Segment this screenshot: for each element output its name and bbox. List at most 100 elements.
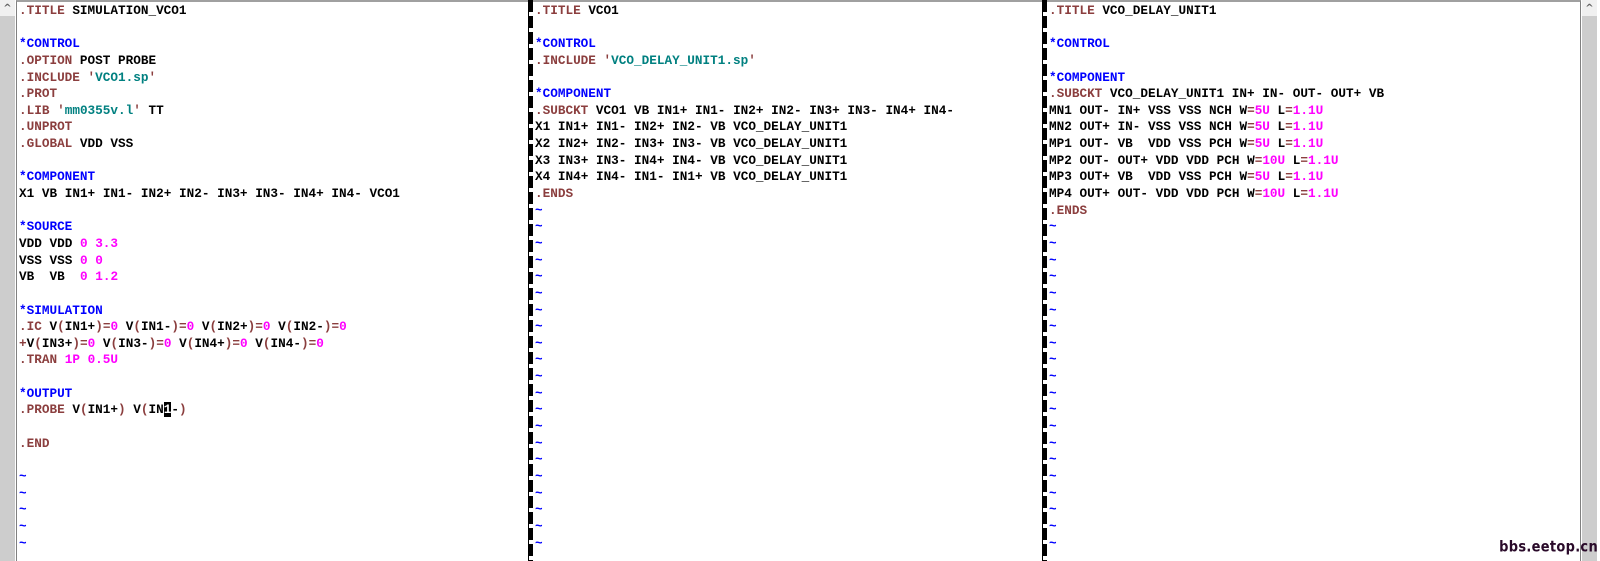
code-token: IN2-	[771, 102, 802, 118]
empty-line-marker: ~	[535, 535, 543, 551]
empty-line-marker: ~	[1049, 419, 1057, 435]
code-token: OUT-	[1079, 136, 1110, 152]
code-token: (	[140, 402, 149, 418]
code-token	[626, 153, 634, 168]
code-token	[194, 319, 202, 334]
code-token: 1.1U	[1308, 186, 1339, 202]
code-token: )	[148, 335, 157, 351]
code-token: =	[1247, 169, 1255, 185]
code-line	[1047, 20, 1580, 37]
code-token	[72, 53, 80, 68]
code-token	[34, 186, 42, 201]
chevron-up-icon[interactable]: ^	[0, 0, 15, 16]
empty-line-marker: ~	[1049, 302, 1057, 318]
empty-line-marker: ~	[535, 235, 543, 251]
code-token: PCH	[1216, 152, 1240, 168]
code-token: =	[255, 319, 263, 335]
code-token	[725, 169, 733, 184]
code-token	[95, 336, 103, 351]
code-token: VSS	[1148, 102, 1171, 118]
code-token: X4	[535, 169, 551, 185]
code-token: (	[34, 335, 42, 351]
code-token	[725, 119, 733, 134]
code-token	[1209, 186, 1217, 201]
empty-line-marker: ~	[19, 502, 27, 518]
code-line	[17, 369, 528, 386]
code-token: (	[186, 335, 195, 351]
code-token: '	[748, 52, 756, 68]
empty-line-marker: ~	[535, 352, 543, 368]
code-token: IN2-	[595, 136, 627, 152]
code-token: IN4-	[595, 169, 627, 185]
code-token	[72, 269, 80, 284]
code-token: *SOURCE	[19, 219, 73, 235]
code-token: IN4-	[331, 186, 362, 202]
code-token: 5U	[1254, 119, 1270, 135]
code-token	[1171, 119, 1179, 134]
code-token: IN1+	[656, 102, 688, 118]
code-token	[1102, 86, 1110, 101]
code-token: .IC	[19, 319, 42, 335]
code-token: .PROT	[19, 86, 58, 102]
code-token: IN3-	[847, 102, 878, 118]
code-token	[57, 186, 65, 201]
code-token: IN2+	[217, 319, 248, 335]
code-token: 1P	[64, 352, 80, 368]
editor-pane-middle[interactable]: .TITLE VCO1 *CONTROL .INCLUDE 'VCO_DELAY_U…	[533, 0, 1043, 561]
code-token: VDD	[1186, 186, 1209, 202]
code-token: 0	[95, 252, 103, 268]
empty-line-marker: ~	[1049, 468, 1057, 484]
code-token	[588, 103, 596, 118]
vertical-split-divider[interactable]	[1042, 0, 1047, 561]
code-token	[725, 103, 733, 118]
code-token: IN3-	[255, 186, 286, 202]
code-line: MP3 OUT+ VB VDD VSS PCH W=5U L=1.1U	[1047, 169, 1580, 186]
code-token: IN4+	[634, 152, 665, 168]
left-scrollbar[interactable]: ^	[0, 0, 15, 561]
code-token: VCO_DELAY_UNIT1	[1109, 86, 1225, 102]
code-token: =	[331, 319, 340, 335]
code-token	[550, 153, 558, 168]
empty-line-marker: ~	[535, 468, 543, 484]
empty-line-marker: ~	[1049, 335, 1057, 351]
empty-line-marker: ~	[535, 502, 543, 518]
empty-line-marker: ~	[535, 319, 543, 335]
code-token: IN4+	[293, 186, 324, 202]
code-token	[118, 319, 126, 334]
empty-line-marker: ~	[535, 435, 543, 451]
code-token: VDD	[1148, 136, 1171, 152]
code-token: .ENDS	[1049, 202, 1088, 218]
code-token: (	[285, 319, 294, 335]
code-line: *CONTROL	[1047, 36, 1580, 53]
code-token: V	[125, 319, 134, 335]
code-token: '	[603, 52, 612, 68]
code-token	[588, 119, 596, 134]
code-token: X3	[535, 152, 551, 168]
code-line: .SUBCKT VCO_DELAY_UNIT1 IN+ IN- OUT- OUT…	[1047, 86, 1580, 103]
code-token: 1.1U	[1292, 119, 1324, 135]
code-token: OUT-	[1292, 86, 1324, 102]
code-token: .SUBCKT	[1049, 86, 1103, 102]
code-line: .SUBCKT VCO1 VB IN1+ IN1- IN2+ IN2- IN3+…	[533, 103, 1043, 120]
code-token: IN-	[1262, 86, 1286, 102]
vertical-split-divider[interactable]	[528, 0, 533, 561]
code-token	[725, 136, 733, 151]
code-token: .TITLE	[535, 3, 581, 18]
code-line: *COMPONENT	[1047, 70, 1580, 87]
empty-line-marker: ~	[1049, 219, 1057, 235]
code-token: VB	[41, 186, 58, 202]
code-token: )	[72, 335, 80, 351]
code-token: IN4-	[923, 102, 954, 118]
code-line: MP2 OUT- OUT+ VDD VDD PCH W=10U L=1.1U	[1047, 153, 1580, 170]
chevron-up-icon[interactable]: ^	[1582, 0, 1597, 16]
code-token: V	[102, 335, 111, 351]
right-scrollbar[interactable]: ^	[1582, 0, 1597, 561]
code-token: .TITLE	[1049, 3, 1095, 18]
empty-line-marker: ~	[535, 518, 543, 534]
watermark: bbs.eetop.cn	[1499, 538, 1598, 557]
editor-pane-right[interactable]: .TITLE VCO_DELAY_UNIT1 *CONTROL *COMPONENT…	[1047, 0, 1581, 561]
code-token	[1110, 186, 1118, 201]
code-token	[1239, 186, 1247, 201]
code-token: W	[1239, 102, 1248, 118]
editor-pane-left[interactable]: .TITLE SIMULATION_VCO1 *CONTROL .OPTION PO…	[16, 0, 528, 561]
